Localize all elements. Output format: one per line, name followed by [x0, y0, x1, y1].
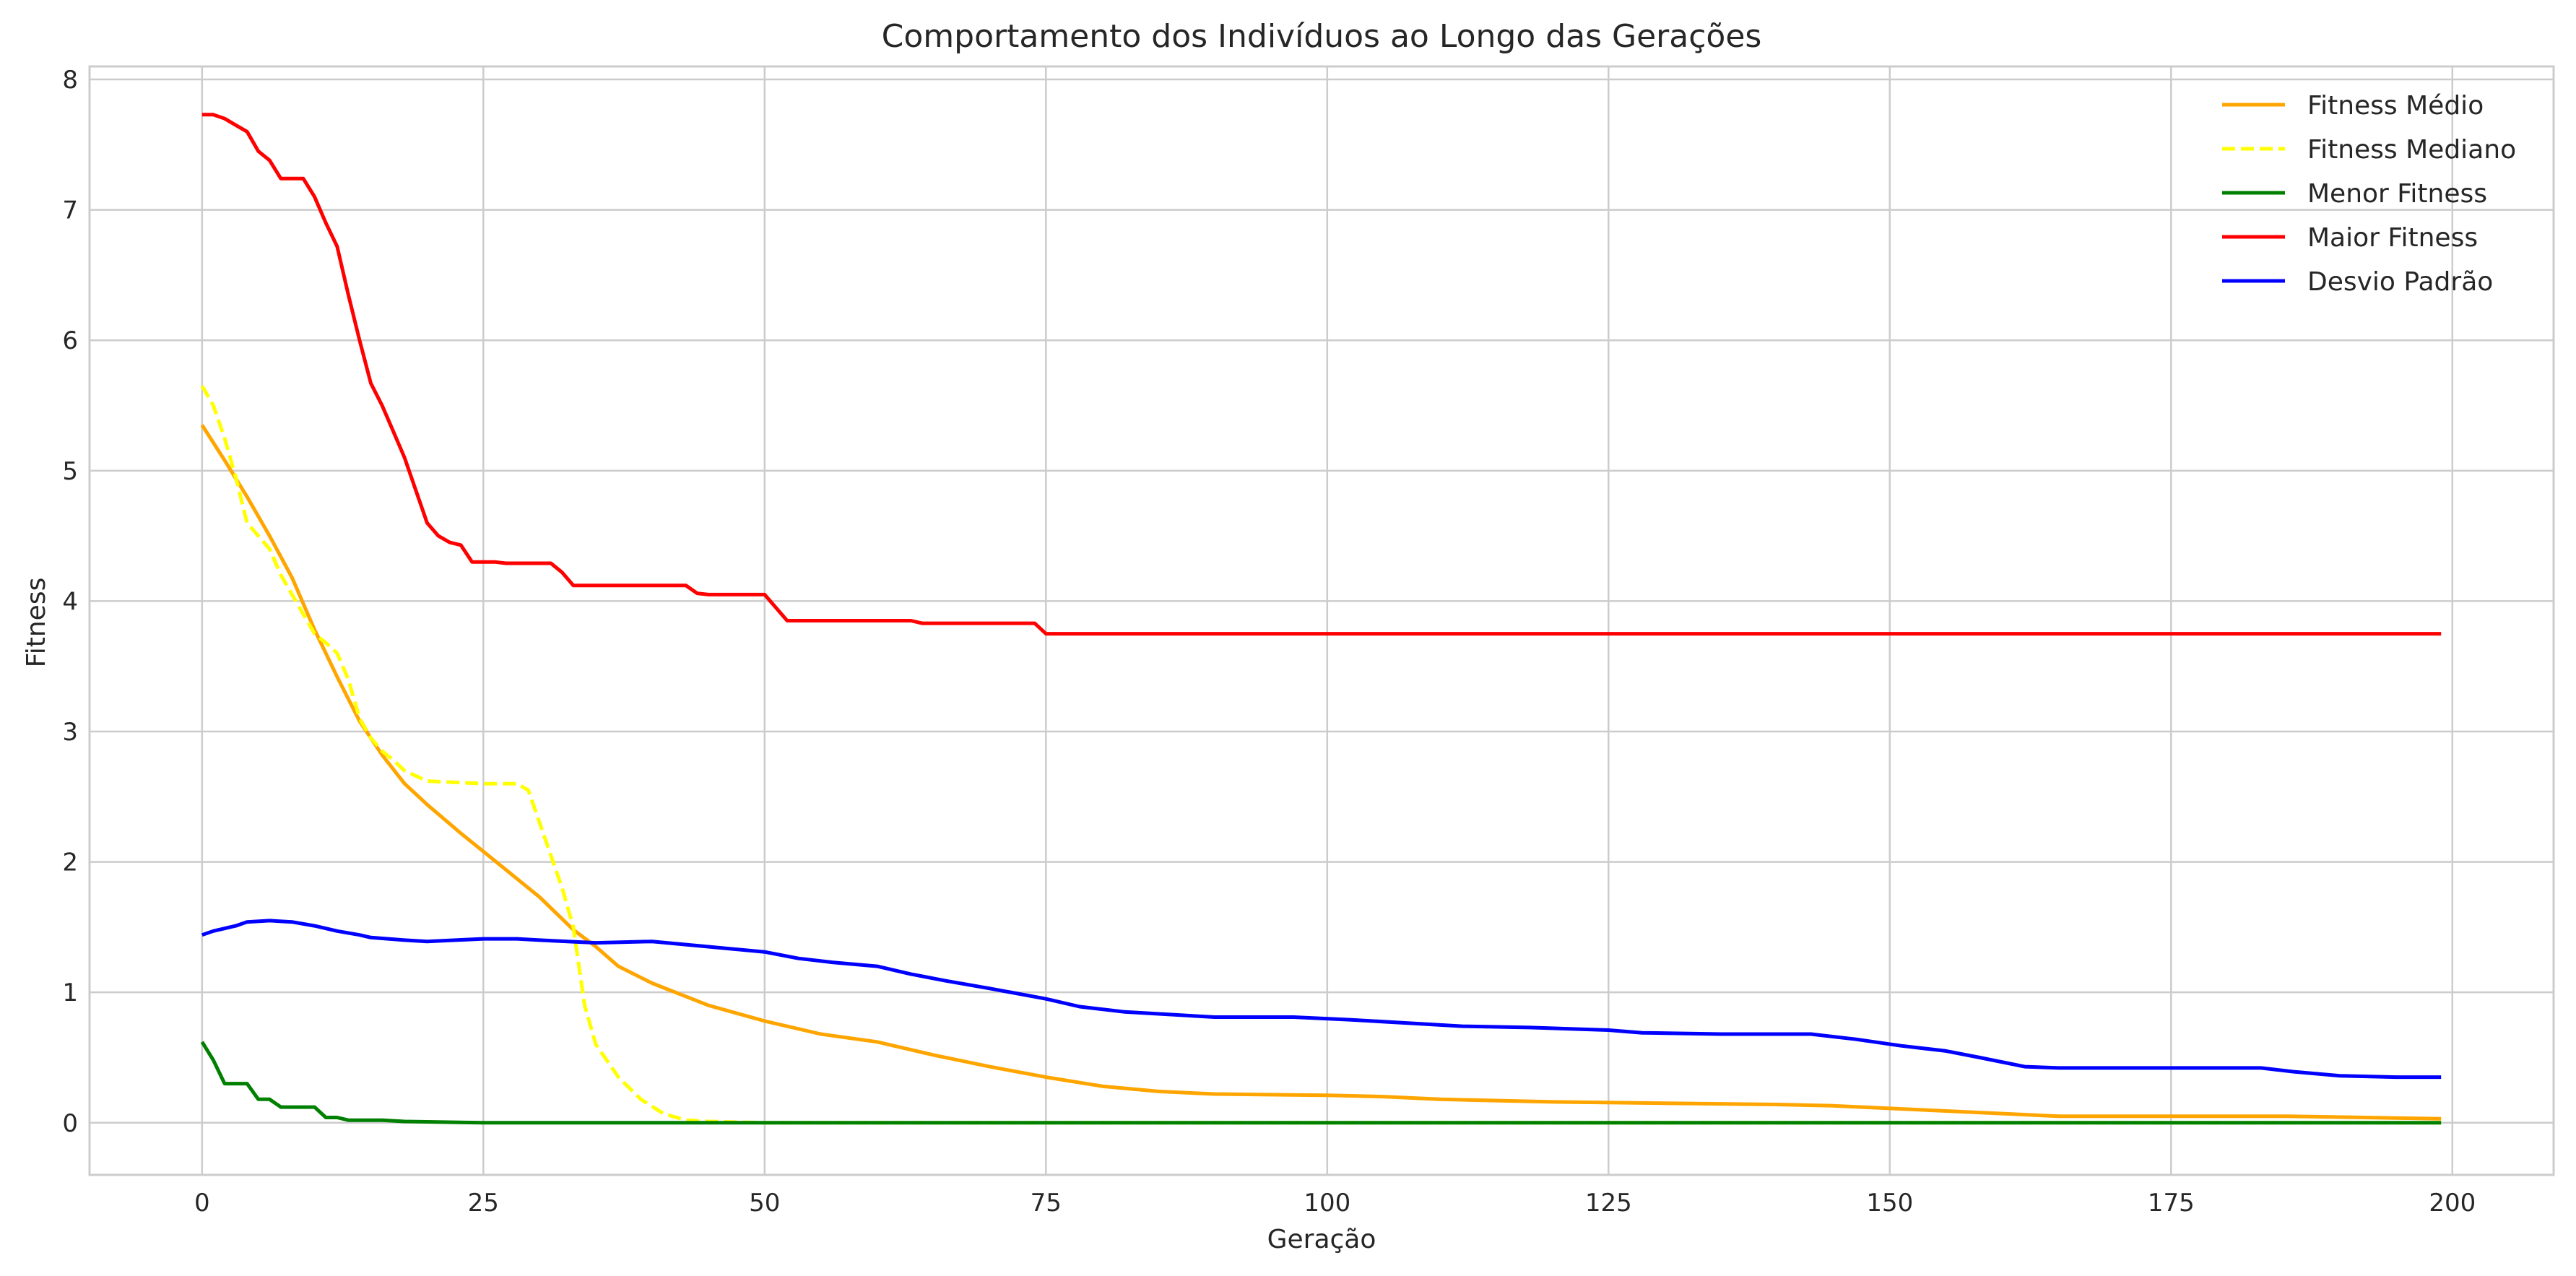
x-tick-label: 75 [1031, 1189, 1062, 1218]
x-tick-label: 25 [468, 1189, 499, 1218]
y-tick-label: 8 [62, 66, 78, 95]
x-tick-label: 0 [194, 1189, 210, 1218]
legend-label-fitness-mediano: Fitness Mediano [2307, 135, 2516, 165]
x-tick-label: 175 [2148, 1189, 2195, 1218]
series-line-fitness-mediano [200, 385, 2442, 1125]
y-tick-label: 6 [62, 326, 78, 355]
y-tick-label: 5 [62, 457, 78, 486]
series-line-fitness-medio [200, 424, 2442, 1121]
y-tick-label: 7 [62, 196, 78, 225]
grid [90, 66, 2554, 1175]
legend-label-menor-fitness: Menor Fitness [2307, 179, 2487, 209]
series-group [200, 113, 2442, 1125]
legend-label-fitness-medio: Fitness Médio [2307, 91, 2484, 121]
x-tick-label: 100 [1304, 1189, 1350, 1218]
x-tick-label: 150 [1866, 1189, 1913, 1218]
x-axis-label: Geração [1267, 1225, 1376, 1254]
y-axis-label: Fitness [22, 578, 51, 668]
series-line-menor-fitness [200, 1041, 2442, 1125]
legend-label-desvio-padrao: Desvio Padrão [2307, 267, 2493, 297]
legend-label-maior-fitness: Maior Fitness [2307, 223, 2478, 253]
x-tick-label: 50 [749, 1189, 780, 1218]
x-tick-label: 125 [1585, 1189, 1632, 1218]
y-tick-labels: 0 1 2 3 4 5 6 7 8 [62, 66, 78, 1138]
y-tick-label: 0 [62, 1109, 78, 1138]
y-tick-label: 3 [62, 718, 78, 747]
series-line-maior-fitness [201, 113, 2442, 636]
y-tick-label: 4 [62, 587, 78, 616]
legend: Fitness Médio Fitness Mediano Menor Fitnes… [2222, 91, 2516, 297]
x-tick-label: 200 [2429, 1189, 2476, 1218]
y-tick-label: 1 [62, 978, 78, 1007]
y-tick-label: 2 [62, 849, 78, 877]
plot-area [88, 65, 2555, 1176]
series-line-desvio-padrao [201, 919, 2442, 1080]
chart-title: Comportamento dos Indivíduos ao Longo da… [882, 18, 1762, 55]
x-tick-labels: 0 25 50 75 100 125 150 175 200 [194, 1189, 2476, 1218]
